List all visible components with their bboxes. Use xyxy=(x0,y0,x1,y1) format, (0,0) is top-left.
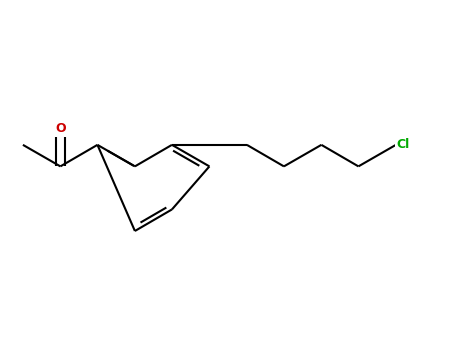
Text: Cl: Cl xyxy=(396,138,409,151)
Text: O: O xyxy=(55,122,66,135)
